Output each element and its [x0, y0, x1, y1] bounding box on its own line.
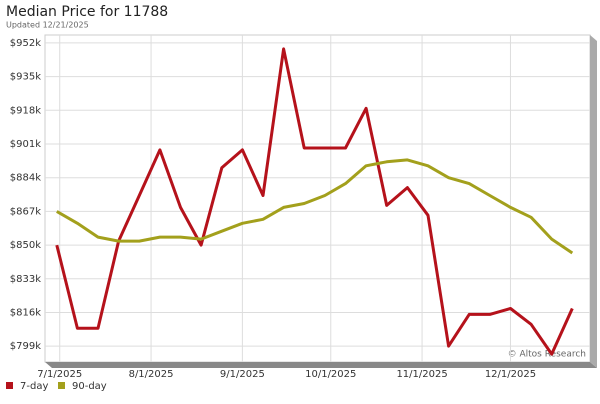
plot-shadow — [45, 362, 597, 368]
legend-swatch — [58, 382, 65, 389]
series-line — [56, 158, 574, 255]
series-line — [55, 47, 574, 356]
annotation: © Altos Research — [508, 350, 586, 360]
y-tick-label: $799k — [10, 341, 41, 352]
y-tick-label: $833k — [10, 274, 41, 285]
x-tick-label: 9/1/2025 — [220, 369, 265, 380]
x-tick-label: 10/1/2025 — [305, 369, 356, 380]
legend-label: 7-day — [20, 381, 48, 392]
y-tick-label: $884k — [10, 173, 41, 184]
x-tick-label: 7/1/2025 — [37, 369, 82, 380]
legend-swatch — [6, 382, 13, 389]
plot-shadow — [590, 35, 597, 368]
y-tick-label: $901k — [10, 139, 41, 150]
chart-title: Median Price for 11788 — [6, 4, 168, 20]
y-tick-label: $952k — [10, 38, 41, 49]
x-tick-label: 8/1/2025 — [129, 369, 174, 380]
chart-subtitle: Updated 12/21/2025 — [6, 21, 89, 30]
y-tick-label: $935k — [10, 72, 41, 83]
x-tick-label: 12/1/2025 — [485, 369, 536, 380]
y-tick-label: $918k — [10, 105, 41, 116]
y-tick-label: $816k — [10, 307, 41, 318]
legend-label: 90-day — [72, 381, 107, 392]
x-tick-label: 11/1/2025 — [396, 369, 447, 380]
y-tick-label: $850k — [10, 240, 41, 251]
y-tick-label: $867k — [10, 206, 41, 217]
